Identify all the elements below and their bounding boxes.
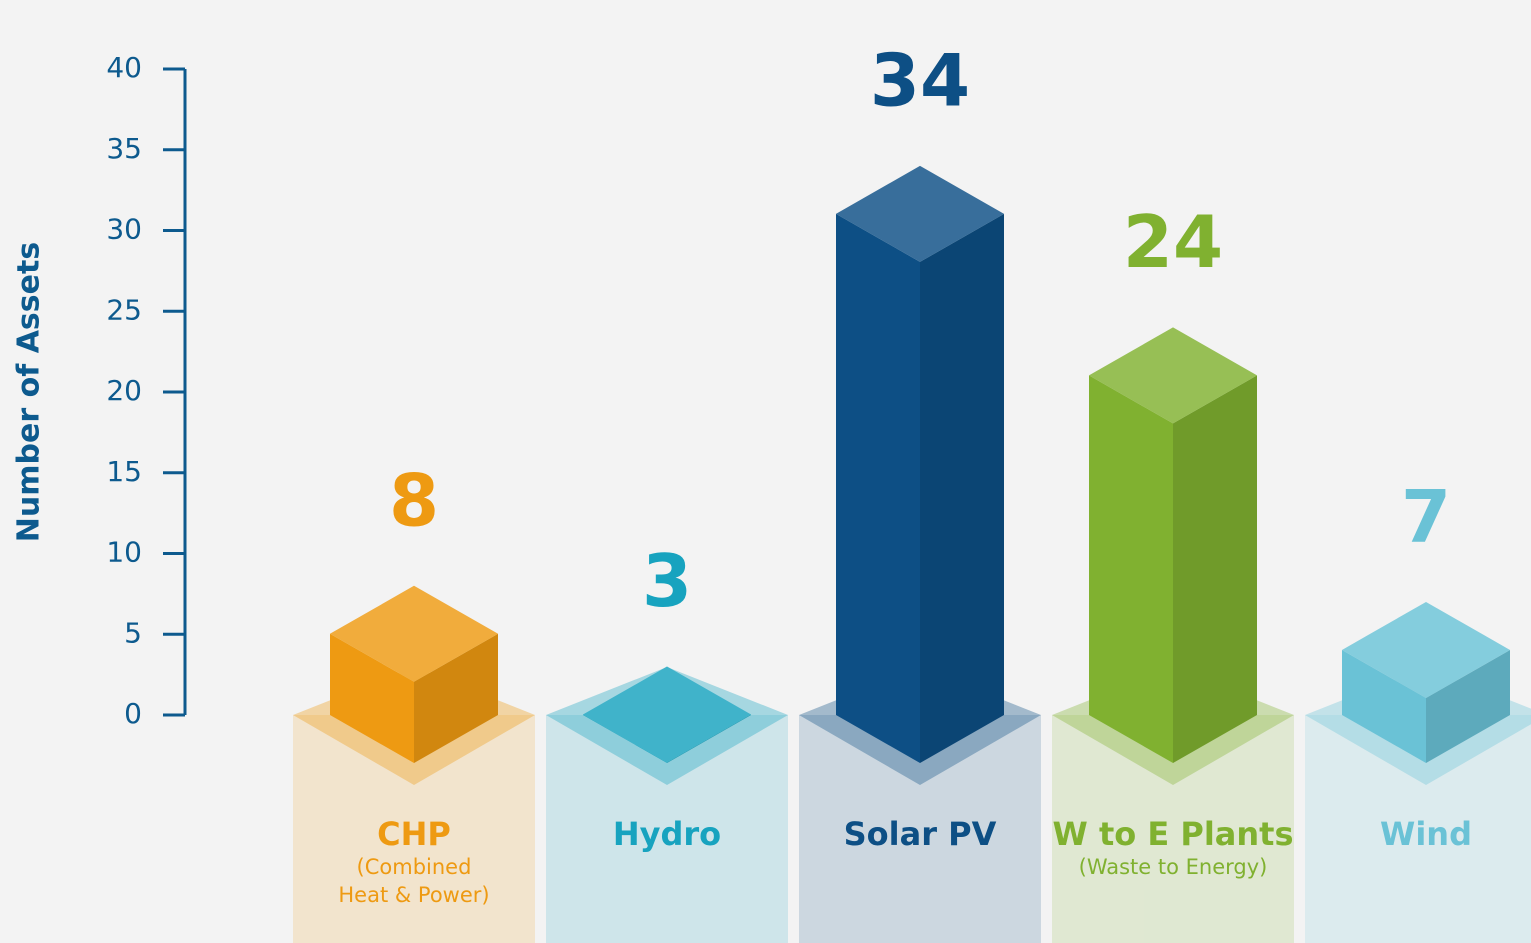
y-tick-label: 40 — [106, 51, 142, 84]
bar-top-highlight — [1089, 327, 1257, 424]
bar-top-highlight — [1342, 601, 1510, 698]
bar-right-shade — [1426, 649, 1510, 763]
bar-top-face — [1342, 601, 1510, 698]
y-tick-label: 20 — [106, 374, 142, 407]
bar — [836, 165, 1004, 763]
y-tick-label: 35 — [106, 132, 142, 165]
y-tick-label: 30 — [106, 213, 142, 246]
category-label: Hydro — [613, 815, 721, 853]
bar-left-face — [1089, 375, 1173, 763]
category-label: CHP — [377, 815, 451, 853]
bar-top-highlight — [836, 165, 1004, 262]
value-label: 3 — [642, 539, 692, 623]
y-tick-label: 5 — [124, 616, 142, 649]
y-tick-label: 15 — [106, 455, 142, 488]
bar-left-face — [583, 714, 667, 763]
bar — [1342, 601, 1510, 763]
y-axis-label: Number of Assets — [12, 242, 47, 542]
bar-right-shade — [414, 633, 498, 763]
bar-top-highlight — [330, 585, 498, 682]
bar-top-face — [583, 666, 751, 763]
bar-right-face — [414, 633, 498, 763]
value-label: 7 — [1401, 474, 1451, 558]
bar-right-face — [920, 213, 1004, 763]
value-label: 24 — [1123, 200, 1223, 284]
bar-top-face — [1089, 327, 1257, 424]
y-tick-label: 10 — [106, 536, 142, 569]
category-note: Heat & Power) — [338, 883, 489, 907]
bar-right-shade — [1173, 375, 1257, 763]
bar-top-highlight — [583, 666, 751, 763]
bar-right-face — [667, 714, 751, 763]
category-note: (Waste to Energy) — [1079, 855, 1268, 879]
bar-right-face — [1173, 375, 1257, 763]
bar-left-face — [836, 213, 920, 763]
y-tick-label: 25 — [106, 293, 142, 326]
value-label: 34 — [870, 38, 970, 122]
bar-right-shade — [667, 714, 751, 763]
value-label: 8 — [389, 458, 439, 542]
category-label: W to E Plants — [1053, 815, 1294, 853]
bar — [583, 666, 751, 763]
bar-left-face — [1342, 649, 1426, 763]
bar-right-shade — [920, 213, 1004, 763]
bar-left-face — [330, 633, 414, 763]
y-tick-label: 0 — [124, 697, 142, 730]
category-label: Solar PV — [844, 815, 997, 853]
category-note: (Combined — [357, 855, 472, 879]
bar — [1089, 327, 1257, 763]
bar-top-face — [330, 585, 498, 682]
bar-right-face — [1426, 649, 1510, 763]
category-label: Wind — [1380, 815, 1472, 853]
bar-top-face — [836, 165, 1004, 262]
bar — [330, 585, 498, 763]
